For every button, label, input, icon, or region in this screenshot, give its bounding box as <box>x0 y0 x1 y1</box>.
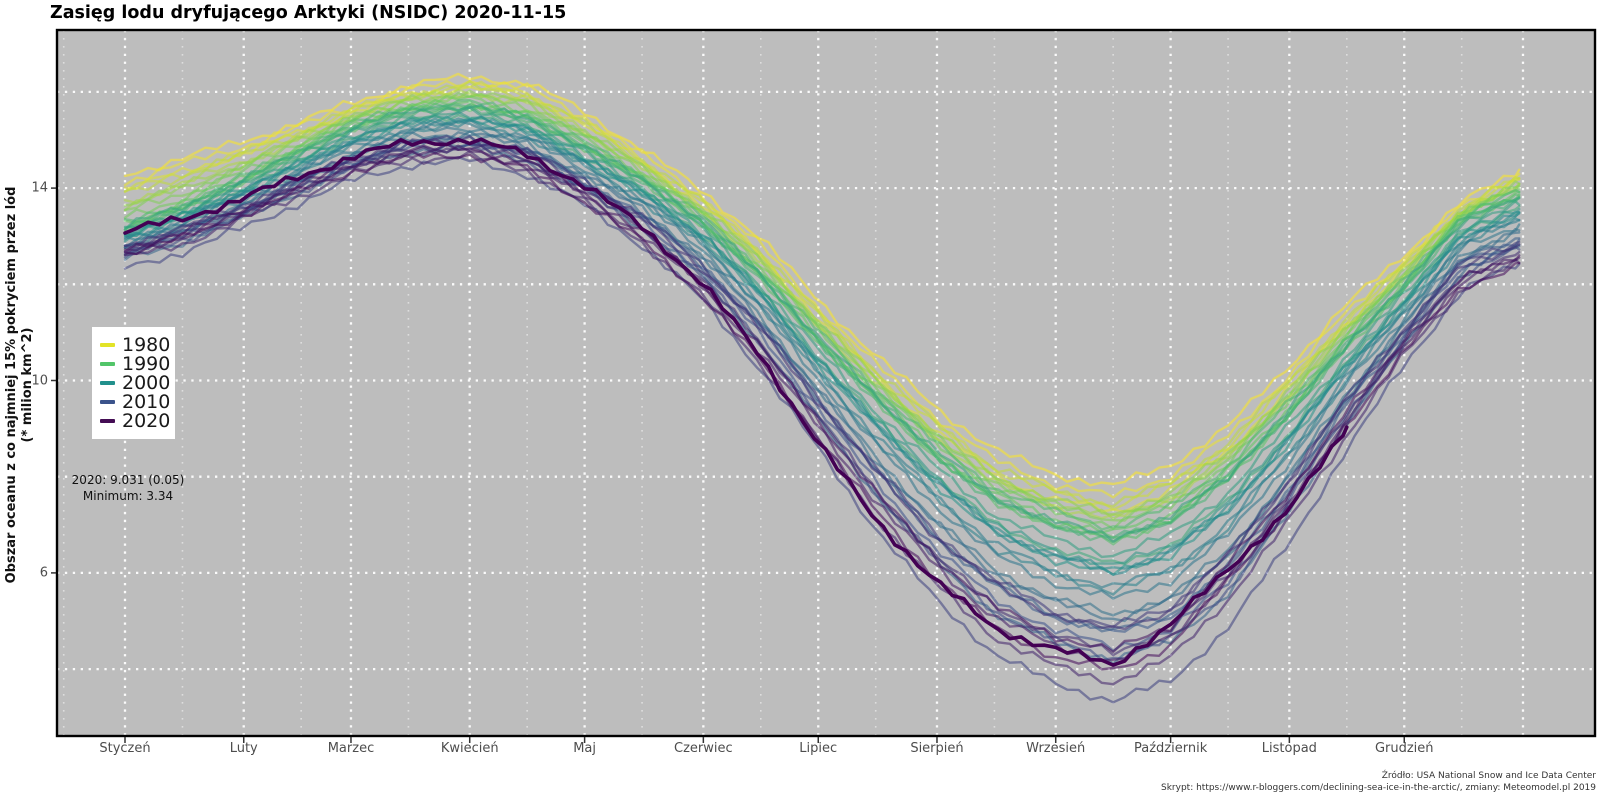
series-line-1986 <box>123 89 1521 516</box>
series-line-2020-highlight <box>123 137 1349 667</box>
legend-label-1990: 1990 <box>122 352 171 375</box>
legend-label-2010: 2010 <box>122 390 171 413</box>
legend-swatch-1990 <box>100 361 115 367</box>
legend-label-2000: 2000 <box>122 371 171 394</box>
chart-title: Zasięg lodu dryfującego Arktyki (NSIDC) … <box>50 3 567 23</box>
x-tick-label-6: Czerwiec <box>674 741 733 756</box>
legend-swatch-2000 <box>100 380 115 386</box>
legend-item-2020: 2020 <box>100 409 171 432</box>
x-tick-label-2: Luty <box>229 741 258 756</box>
annotation-minimum-line: Minimum: 3.34 <box>82 489 174 503</box>
series-line-1983 <box>123 80 1521 508</box>
series-line-1992 <box>123 99 1521 531</box>
legend-item-2000: 2000 <box>100 371 171 394</box>
series-line-1988 <box>123 94 1521 531</box>
series-line-2003 <box>123 119 1521 589</box>
annotation-latest-value: 2020: 9.031 (0.05) Minimum: 3.34 <box>53 472 203 504</box>
x-tick-label-12: Grudzień <box>1374 741 1434 756</box>
x-tick-label-8: Sierpień <box>910 741 964 756</box>
series-line-2012 <box>123 155 1521 704</box>
y-tick-label-10: 10 <box>31 373 48 388</box>
series-line-2014 <box>123 137 1521 631</box>
x-tick-label-5: Maj <box>573 741 597 756</box>
legend-item-1990: 1990 <box>100 352 171 375</box>
plot-panel-border <box>55 28 1597 738</box>
legend-item-2010: 2010 <box>100 390 171 413</box>
series-line-1996 <box>123 104 1521 543</box>
legend-label-2020: 2020 <box>122 409 171 432</box>
x-tick-label-3: Marzec <box>327 741 375 756</box>
legend-item-1980: 1980 <box>100 333 171 356</box>
legend-swatch-2010 <box>100 399 115 405</box>
legend-swatch-2020 <box>100 418 115 424</box>
x-tick-label-7: Lipiec <box>799 741 838 756</box>
series-line-2004 <box>123 124 1521 600</box>
caption-source-line: Źródło: USA National Snow and Ice Data C… <box>1381 771 1596 781</box>
annotation-latest-line: 2020: 9.031 (0.05) <box>71 473 185 487</box>
series-group <box>123 72 1521 704</box>
series-line-2002 <box>123 118 1521 596</box>
y-tick-label-14: 14 <box>31 180 48 196</box>
series-line-1979 <box>123 72 1521 487</box>
y-tick-label-6: 6 <box>39 565 48 581</box>
caption-script-line: Skrypt: https://www.r-bloggers.com/decli… <box>1161 783 1596 793</box>
x-tick-label-4: Kwiecień <box>440 741 499 756</box>
series-line-2018 <box>123 142 1521 654</box>
legend: 1980 1990 2000 2010 2020 <box>92 327 175 439</box>
legend-swatch-1980 <box>100 342 115 348</box>
x-tick-label-9: Wrzesień <box>1026 741 1086 756</box>
x-tick-label-11: Listopad <box>1261 741 1317 756</box>
series-line-1997 <box>123 106 1521 559</box>
x-tick-label-1: Styczeń <box>99 741 151 756</box>
x-tick-label-10: Październik <box>1133 741 1208 756</box>
series-line-2001 <box>123 115 1521 576</box>
series-line-1987 <box>123 91 1521 522</box>
legend-label-1980: 1980 <box>122 333 171 356</box>
source-caption: Źródło: USA National Snow and Ice Data C… <box>1161 770 1596 794</box>
series-line-2006 <box>123 131 1521 623</box>
